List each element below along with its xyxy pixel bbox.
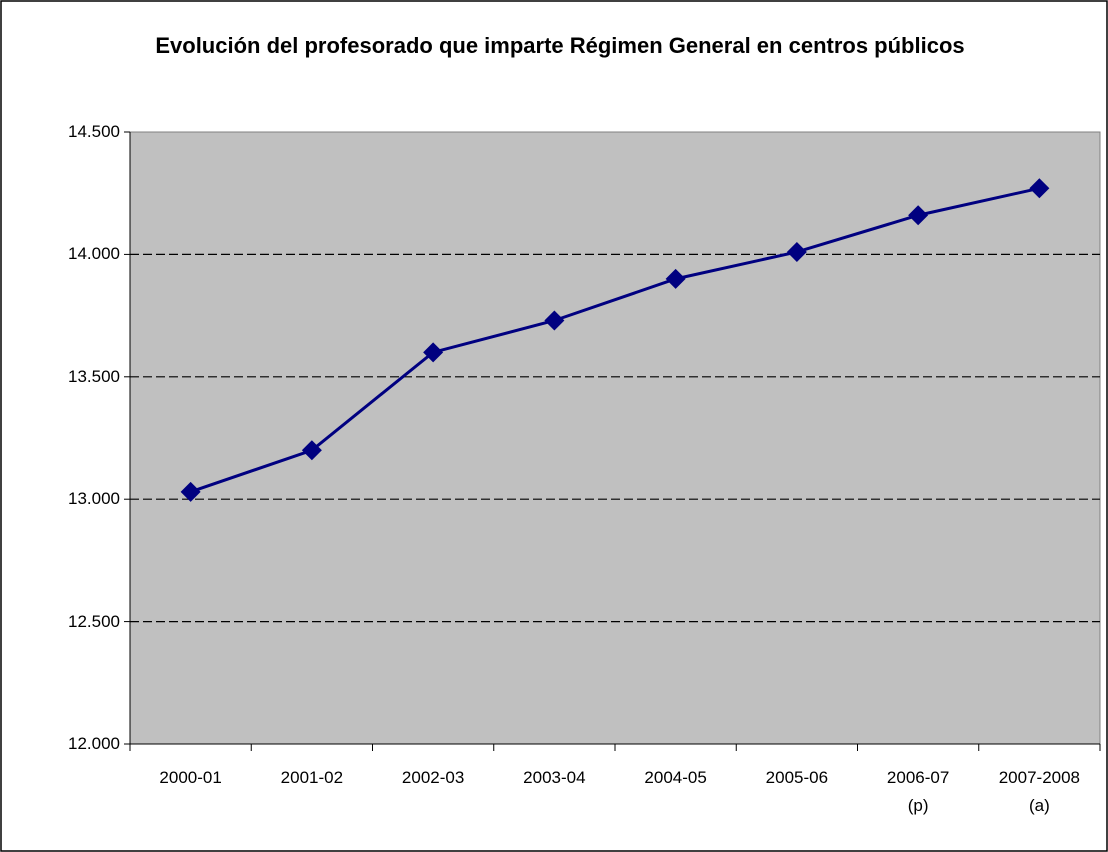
x-tick-label: 2005-06	[765, 768, 829, 787]
plot-area	[129, 131, 1101, 745]
y-tick-label: 14.000	[68, 244, 120, 264]
y-tick-label: 12.500	[68, 611, 120, 631]
y-tick-label: 14.500	[68, 122, 120, 141]
y-tick-label: 13.000	[68, 489, 120, 509]
x-tick-label: 2007-2008 (a)	[998, 768, 1081, 815]
x-tick-label: 2004-05	[644, 768, 707, 787]
marker	[786, 241, 807, 262]
y-tick-label: 13.500	[68, 366, 120, 386]
x-tick-label: 2002-03	[401, 768, 465, 787]
marker	[423, 342, 444, 363]
x-tick-label: 2006-07 (p)	[886, 768, 950, 815]
marker	[1029, 178, 1050, 199]
marker	[908, 205, 929, 226]
chart-title: Evolución del profesorado que imparte Ré…	[155, 33, 965, 58]
x-tick-label: 2003-04	[523, 768, 586, 787]
marker	[180, 481, 201, 502]
marker	[544, 310, 565, 331]
marker	[301, 440, 322, 461]
line	[190, 186, 1040, 494]
x-tick-label: 2000-01	[159, 768, 222, 787]
x-tick-label: 2001-02	[280, 768, 344, 787]
y-tick-label: 12.000	[68, 734, 120, 753]
marker	[665, 268, 686, 289]
